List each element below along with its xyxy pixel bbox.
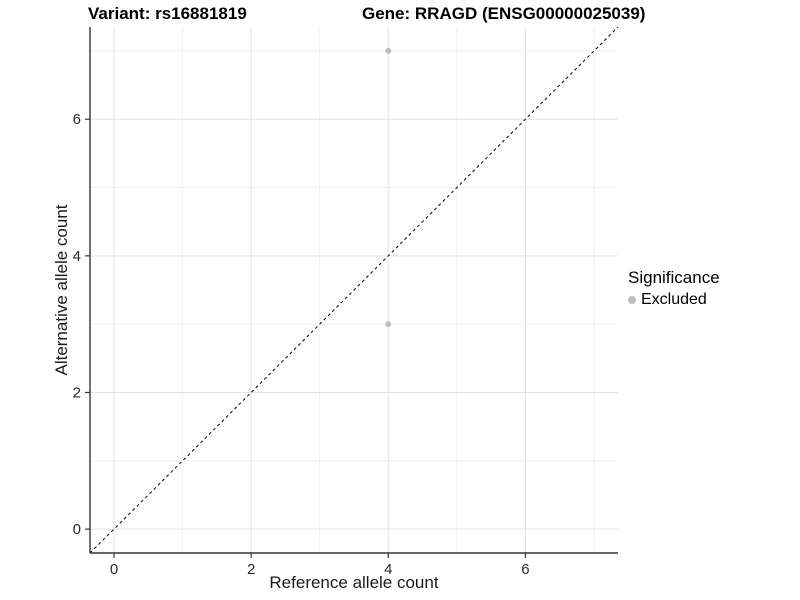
x-tick-label: 2	[247, 561, 255, 578]
legend-point-icon	[628, 296, 636, 304]
y-tick-label: 2	[73, 384, 81, 401]
x-tick-label: 6	[521, 561, 529, 578]
data-point	[385, 321, 392, 328]
legend-item-label: Excluded	[641, 291, 707, 308]
y-tick-label: 0	[73, 521, 81, 538]
plot-title-gene: Gene: RRAGD (ENSG00000025039)	[362, 4, 646, 23]
y-axis-title: Alternative allele count	[52, 204, 71, 376]
legend: Significance Excluded	[628, 268, 720, 309]
x-tick-label: 4	[384, 561, 392, 578]
identity-line	[89, 26, 619, 554]
legend-title: Significance	[628, 268, 720, 287]
legend-item-excluded: Excluded	[628, 291, 720, 309]
y-tick-label: 4	[73, 248, 81, 265]
x-axis-title: Reference allele count	[269, 573, 439, 592]
plot-title-variant: Variant: rs16881819	[88, 4, 247, 23]
data-point	[385, 47, 392, 54]
x-tick-label: 0	[110, 561, 118, 578]
y-tick-label: 6	[73, 111, 81, 128]
